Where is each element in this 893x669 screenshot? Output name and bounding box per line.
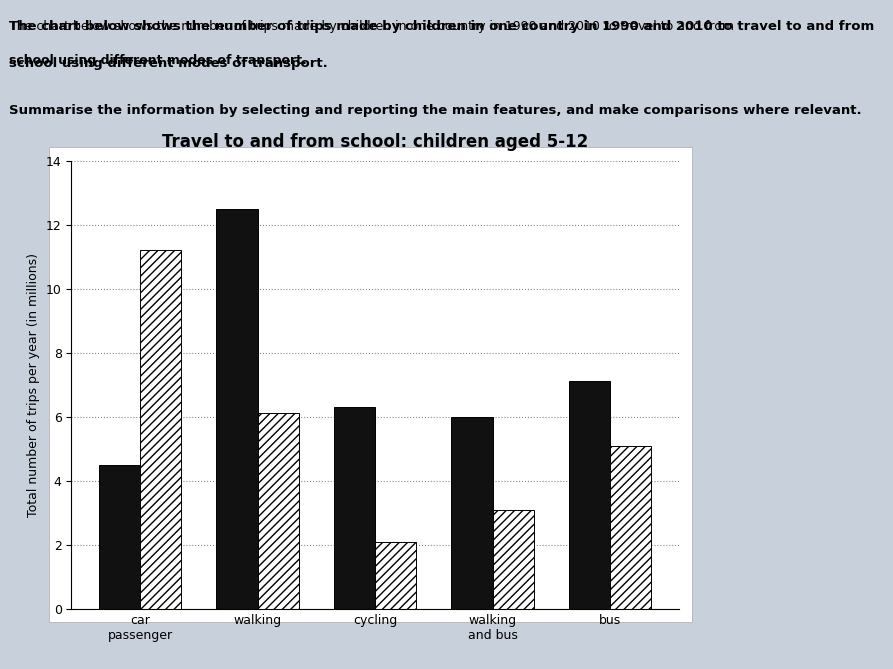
Bar [216,209,257,609]
Text: The chart below shows the number of trips made by children in one country in 199: The chart below shows the number of trip… [9,20,874,33]
Text: The chart below shows the number of trips made by children in one country in 199: The chart below shows the number of trip… [9,20,734,33]
Bar [140,250,181,609]
Text: Summarise the information by selecting and reporting the main features, and make: Summarise the information by selecting a… [9,104,862,116]
Bar [334,407,375,609]
Y-axis label: Total number of trips per year (in millions): Total number of trips per year (in milli… [28,253,40,516]
Bar [375,542,416,609]
Title: Travel to and from school: children aged 5-12: Travel to and from school: children aged… [162,132,588,151]
Bar [257,413,299,609]
Bar [569,381,610,609]
Bar [451,417,493,609]
Text: school using different modes of transport.: school using different modes of transpor… [9,54,306,66]
Bar [610,446,651,609]
Text: school using different modes of transport.: school using different modes of transpor… [9,57,328,70]
Bar [493,510,534,609]
Bar [99,465,140,609]
